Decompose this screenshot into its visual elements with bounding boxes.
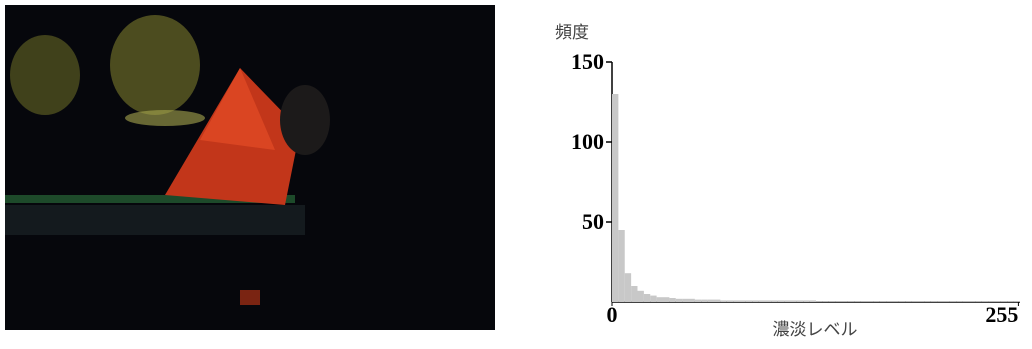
bar (842, 301, 848, 302)
photo (5, 5, 495, 330)
bar (631, 286, 637, 302)
bar (810, 300, 816, 302)
x-tick-label: 255 (985, 302, 1018, 327)
y-axis-label: 頻度 (555, 23, 589, 43)
bar (963, 301, 969, 302)
bar (867, 301, 873, 302)
bar (638, 291, 644, 302)
bar (886, 301, 892, 302)
bar (797, 300, 803, 302)
bar (625, 273, 631, 302)
bar (975, 301, 981, 302)
y-tick-label: 150 (571, 49, 604, 74)
bar (746, 300, 752, 302)
bar (714, 300, 720, 302)
x-axis-label: 濃淡レベル (773, 320, 858, 340)
bar (969, 301, 975, 302)
bar (644, 294, 650, 302)
bar (740, 300, 746, 302)
bar (771, 300, 777, 302)
y-tick-label: 50 (582, 209, 604, 234)
bar (752, 300, 758, 302)
bar (791, 300, 797, 302)
bar (905, 301, 911, 302)
bar (944, 301, 950, 302)
figure: 頻度 濃淡レベル 50 100 150 0 255 (0, 0, 1032, 349)
bar (931, 301, 937, 302)
bar (873, 301, 879, 302)
bar (778, 300, 784, 302)
bar (695, 300, 701, 302)
bar (618, 230, 624, 302)
bar (861, 301, 867, 302)
bar (682, 299, 688, 302)
bar (822, 301, 828, 302)
bar (893, 301, 899, 302)
bar (816, 301, 822, 302)
bar (657, 297, 663, 302)
bar (708, 300, 714, 302)
bar (880, 301, 886, 302)
bar (701, 300, 707, 302)
bar (689, 299, 695, 302)
bar (924, 301, 930, 302)
bar (612, 94, 618, 302)
bar (835, 301, 841, 302)
bar (829, 301, 835, 302)
bar (727, 300, 733, 302)
y-tick-label: 100 (571, 129, 604, 154)
bar (784, 300, 790, 302)
bar (956, 301, 962, 302)
bar (950, 301, 956, 302)
bar (848, 301, 854, 302)
bar (669, 298, 675, 302)
bar (912, 301, 918, 302)
bar (899, 301, 905, 302)
bar (765, 300, 771, 302)
bar (676, 299, 682, 302)
bar (663, 297, 669, 302)
bar (720, 300, 726, 302)
bar (650, 296, 656, 302)
x-tick-label: 0 (607, 302, 618, 327)
bar (937, 301, 943, 302)
bar (918, 301, 924, 302)
bar (803, 300, 809, 302)
bar (733, 300, 739, 302)
bar (759, 300, 765, 302)
bar (854, 301, 860, 302)
